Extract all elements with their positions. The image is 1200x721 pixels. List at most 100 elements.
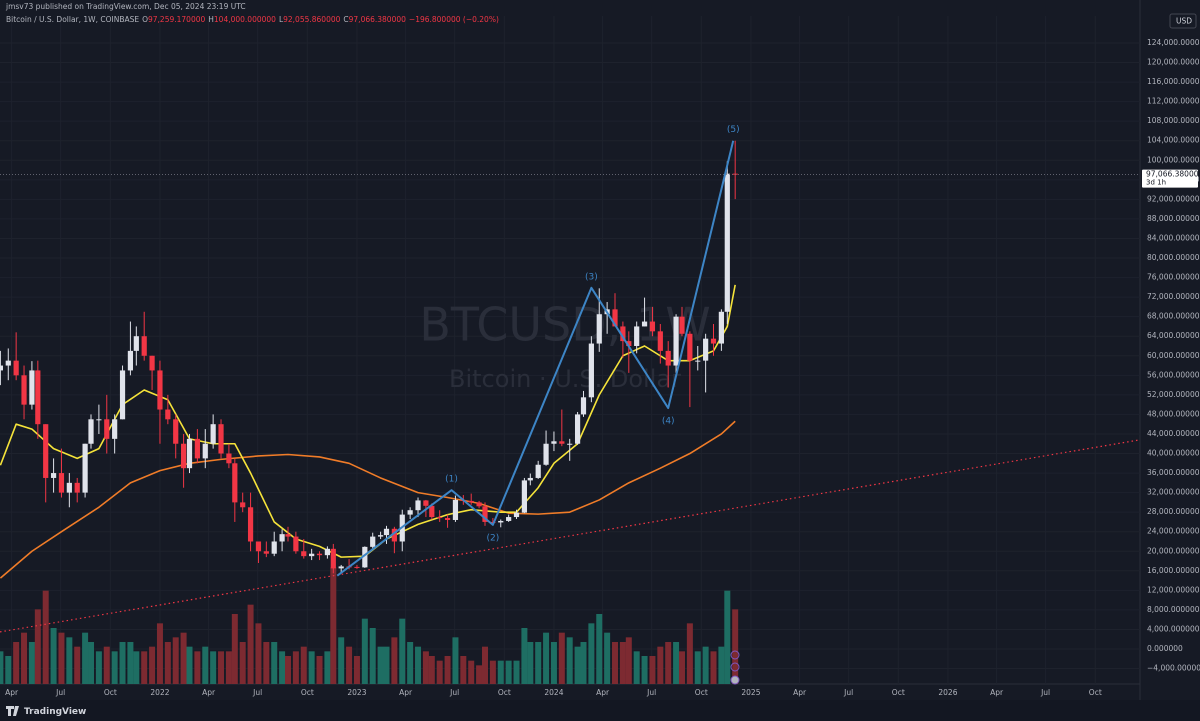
volume-bar <box>202 646 209 684</box>
candle-body <box>620 326 626 342</box>
x-tick-label: Oct <box>498 688 511 697</box>
candle-body <box>104 419 110 439</box>
watermark-symbol: BTCUSD, 1W <box>419 298 710 352</box>
last-price-label: 97,066.380000 <box>1146 170 1200 179</box>
candle-body <box>186 438 193 469</box>
candle-body <box>202 443 208 459</box>
candle-body <box>695 360 701 362</box>
volume-bar <box>172 637 179 684</box>
volume-bar <box>641 656 648 684</box>
volume-bar <box>588 623 595 684</box>
y-tick-label: 112,000.000000 <box>1147 97 1200 106</box>
volume-bar <box>558 632 565 684</box>
y-tick-label: 72,000.000000 <box>1147 292 1200 301</box>
indicator-icon[interactable] <box>730 662 740 672</box>
candle-body <box>43 424 49 478</box>
candle-body <box>35 370 41 425</box>
volume-bar <box>550 642 557 684</box>
volume-bar <box>141 651 148 684</box>
x-tick-label: Jul <box>449 688 459 697</box>
candle-body <box>521 480 527 513</box>
indicator-icon[interactable] <box>730 650 740 660</box>
volume-bar <box>5 656 12 684</box>
legend-item: −196.800000 (−0.20%) <box>408 15 499 24</box>
candle-body <box>180 443 187 469</box>
candle-body <box>82 443 88 493</box>
volume-bar <box>316 656 323 684</box>
y-tick-label: 120,000.000000 <box>1147 58 1200 67</box>
volume-bar <box>580 642 587 684</box>
volume-bar <box>66 637 73 684</box>
candle-body <box>612 309 618 327</box>
volume-bar <box>186 646 193 684</box>
candle-body <box>527 477 533 481</box>
x-tick-label: Jul <box>1040 688 1050 697</box>
volume-bar <box>338 637 345 684</box>
volume-bar <box>513 660 520 684</box>
volume-bar <box>521 628 528 684</box>
volume-bar <box>535 642 542 684</box>
y-tick-label: 0.000000 <box>1147 644 1183 653</box>
candle-body <box>452 499 459 520</box>
candle-body <box>665 350 671 366</box>
volume-bar <box>82 632 89 684</box>
volume-bar <box>42 590 49 684</box>
candle-body <box>149 355 155 371</box>
last-price-tag <box>1142 169 1198 188</box>
candle-body <box>301 551 307 557</box>
y-tick-label: 124,000.000000 <box>1147 38 1200 47</box>
candle-body <box>482 506 488 522</box>
candle-body <box>444 518 451 520</box>
volume-bar <box>505 660 512 684</box>
volume-bar <box>428 656 435 684</box>
volume-bar <box>422 651 429 684</box>
legend-item: O <box>142 15 148 24</box>
candle-body <box>165 409 171 420</box>
candle-body <box>96 419 102 421</box>
x-tick-label: 2023 <box>347 688 366 697</box>
legend-item: C <box>343 15 349 24</box>
candle-body <box>0 365 3 371</box>
y-tick-label: 80,000.000000 <box>1147 253 1200 262</box>
volume-bar <box>481 646 488 684</box>
volume-bar <box>566 637 573 684</box>
candle-body <box>732 173 738 175</box>
candle-body <box>232 463 238 503</box>
candle-body <box>362 546 368 568</box>
volume-bar <box>330 567 337 684</box>
volume-bar <box>95 651 102 684</box>
x-tick-label: 2024 <box>544 688 563 697</box>
volume-bar <box>210 651 217 684</box>
candle-body <box>194 438 200 459</box>
candle-body <box>293 536 299 552</box>
footer-brand: TradingView <box>24 707 86 717</box>
candle-body <box>240 502 246 508</box>
volume-bar <box>292 651 299 684</box>
candle-body <box>377 535 384 537</box>
volume-bar <box>497 660 504 684</box>
indicator-icon[interactable] <box>730 675 740 685</box>
volume-bar <box>361 618 368 684</box>
volume-bar <box>686 623 693 684</box>
y-tick-label: 28,000.000000 <box>1147 507 1200 516</box>
volume-bar <box>156 623 163 684</box>
x-tick-label: Jul <box>646 688 656 697</box>
volume-bar <box>119 642 126 684</box>
candle-body <box>279 534 285 542</box>
candle-body <box>383 528 390 536</box>
volume-bar <box>194 651 201 684</box>
x-tick-label: 2022 <box>150 688 169 697</box>
candle-body <box>551 441 557 444</box>
volume-bar <box>460 656 467 684</box>
candle-body <box>724 173 730 312</box>
y-tick-label: 104,000.000000 <box>1147 136 1200 145</box>
volume-bar <box>436 660 443 684</box>
candle-body <box>657 331 663 351</box>
candle-body <box>429 505 435 518</box>
candle-body <box>218 424 224 454</box>
x-tick-label: Apr <box>793 688 807 697</box>
volume-bar <box>407 642 414 684</box>
legend-item: H <box>208 15 214 24</box>
